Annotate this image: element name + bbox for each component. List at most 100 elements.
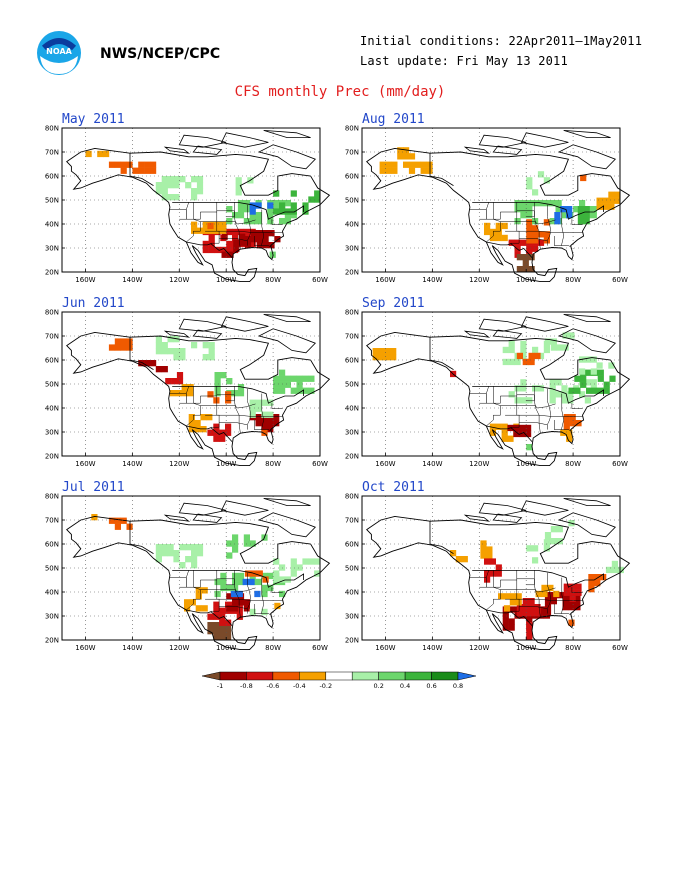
precip-cell (544, 592, 552, 599)
precip-cell (526, 397, 533, 404)
precip-cell (520, 206, 527, 213)
precip-cell (191, 556, 198, 563)
precip-cell (284, 208, 291, 215)
precip-cell (175, 390, 182, 397)
precip-cell (385, 161, 392, 168)
precip-cell (489, 423, 496, 430)
precip-cell (526, 231, 533, 238)
precip-cell (173, 176, 180, 183)
precip-cell (514, 206, 521, 213)
precip-cell (243, 605, 250, 612)
state-border (516, 210, 535, 218)
precip-cell (155, 336, 162, 343)
state-border (519, 422, 548, 426)
precip-cell (573, 206, 580, 213)
lon-tick-label: 160W (75, 276, 95, 284)
precip-cell (296, 564, 303, 571)
precip-cell (256, 570, 263, 577)
precip-cell (108, 517, 116, 524)
lon-tick-label: 60W (312, 460, 328, 468)
lon-tick-label: 120W (469, 644, 489, 652)
colorbar-min-arrow (201, 671, 221, 681)
precip-cell (249, 240, 256, 248)
precip-cell (233, 245, 240, 252)
precip-cell (255, 202, 262, 209)
island-outline (163, 514, 191, 522)
precip-cell (120, 167, 127, 174)
precip-cell (507, 435, 514, 442)
precip-cell (550, 598, 557, 605)
state-border (254, 236, 271, 248)
precip-cell (574, 604, 581, 611)
precip-cell (532, 189, 539, 196)
island-outline (257, 328, 317, 354)
precip-cell (532, 557, 539, 564)
precip-cell (532, 385, 539, 392)
map-svg: 80N 70N 60N 50N 40N 30N 20N 160W 140W 120W 100W 80W… (345, 493, 631, 652)
lat-tick-label: 60N (345, 173, 359, 181)
state-border (219, 422, 248, 426)
country-border (186, 241, 233, 258)
coastline (66, 515, 331, 651)
panel-title-may: May 2011 (62, 112, 125, 127)
precip-cell (384, 348, 391, 355)
state-border (271, 587, 283, 593)
precip-cell (526, 225, 533, 232)
lon-tick-label: 140W (122, 460, 142, 468)
precip-cell (544, 338, 552, 345)
colorbar-box (272, 671, 300, 681)
precip-cell (516, 352, 523, 360)
lat-tick-label: 30N (45, 429, 59, 437)
island-outline (263, 314, 311, 322)
precip-cell (214, 590, 221, 598)
precip-cell (379, 167, 386, 174)
precip-cell (202, 354, 209, 361)
precip-cell (261, 584, 268, 592)
island-outline (192, 329, 223, 339)
precip-cell (489, 570, 496, 577)
precip-cell (489, 429, 496, 436)
lat-tick-label: 70N (345, 517, 359, 525)
initial-conditions: Initial conditions: 22Apr2011—1May2011 (360, 34, 643, 48)
precip-cell (522, 254, 529, 261)
precip-cell (563, 420, 570, 427)
precip-cell (614, 197, 621, 204)
precip-cell (226, 552, 233, 559)
precip-cell (577, 206, 584, 213)
lat-tick-label: 80N (345, 493, 359, 501)
precip-cell (262, 230, 269, 237)
precip-cell (167, 176, 174, 183)
precip-cell (226, 605, 233, 612)
precip-cell (603, 381, 610, 388)
precip-cell (226, 206, 233, 213)
precip-cell (191, 194, 198, 201)
precip-cell (574, 375, 581, 382)
precip-cell (249, 608, 256, 616)
precip-cell (314, 196, 321, 203)
precip-cell (544, 538, 552, 545)
country-border (172, 570, 304, 588)
island-outline (163, 146, 191, 154)
precip-cell (522, 610, 529, 617)
state-border (179, 395, 217, 404)
precip-cell (308, 375, 315, 382)
island-outline (463, 514, 491, 522)
lon-tick-label: 160W (375, 460, 395, 468)
precip-cell (513, 430, 520, 438)
precip-cell (532, 346, 539, 354)
state-border (186, 202, 189, 220)
state-border (205, 230, 283, 233)
country-border (486, 609, 533, 626)
precip-cell (194, 420, 201, 427)
precip-cell (279, 375, 286, 382)
precip-cell (372, 354, 379, 361)
colorbar-max-arrow (457, 671, 477, 681)
precip-cell (261, 420, 268, 427)
precip-cell (144, 161, 151, 168)
precip-cell (600, 574, 607, 581)
precip-cell (161, 188, 168, 195)
precip-cell (144, 360, 151, 367)
precip-cell (574, 598, 581, 605)
precip-cell (556, 592, 563, 599)
precip-anomaly-layer (91, 514, 321, 641)
